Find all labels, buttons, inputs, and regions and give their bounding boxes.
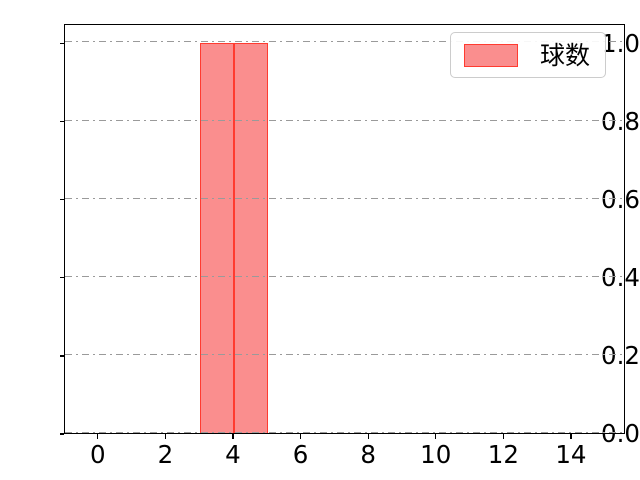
x-tick-mark	[570, 434, 572, 439]
y-tick-mark	[59, 433, 64, 435]
x-tick-label: 6	[292, 440, 309, 469]
y-tick-mark	[59, 355, 64, 357]
x-tick-mark	[367, 434, 369, 439]
x-tick-mark	[164, 434, 167, 439]
gridline	[65, 275, 624, 277]
x-tick-mark	[97, 434, 99, 439]
x-tick-label: 2	[157, 440, 174, 469]
x-tick-label: 10	[420, 440, 452, 469]
y-tick-mark	[59, 199, 64, 201]
y-tick-mark	[59, 120, 64, 123]
x-tick-label: 14	[555, 440, 587, 469]
chart-legend[interactable]: 球数	[450, 32, 606, 78]
legend-label: 球数	[540, 40, 591, 70]
x-tick-label: 8	[360, 440, 376, 469]
legend-color-swatch	[464, 43, 518, 67]
x-tick-mark	[435, 434, 437, 439]
x-tick-mark	[299, 434, 302, 439]
y-tick-mark	[59, 277, 64, 279]
x-tick-label: 4	[225, 440, 241, 469]
bar	[233, 42, 268, 433]
x-tick-label: 0	[89, 440, 106, 469]
plot-area	[64, 24, 625, 434]
y-tick-label: 0.6	[601, 184, 640, 214]
x-tick-mark	[502, 434, 504, 439]
x-tick-label: 12	[487, 440, 519, 469]
gridline	[65, 353, 624, 355]
y-tick-label: 0.2	[601, 340, 640, 370]
y-tick-label: 0.0	[601, 418, 640, 448]
bar	[200, 42, 234, 433]
gridline	[65, 41, 624, 43]
y-tick-label: 0.4	[601, 262, 640, 292]
y-tick-label: 0.8	[601, 106, 640, 136]
gridline	[65, 431, 624, 433]
gridline	[65, 119, 624, 121]
x-tick-mark	[232, 434, 234, 439]
y-tick-mark	[59, 42, 64, 45]
y-tick-label: 1.0	[601, 28, 640, 58]
gridline	[65, 197, 624, 199]
